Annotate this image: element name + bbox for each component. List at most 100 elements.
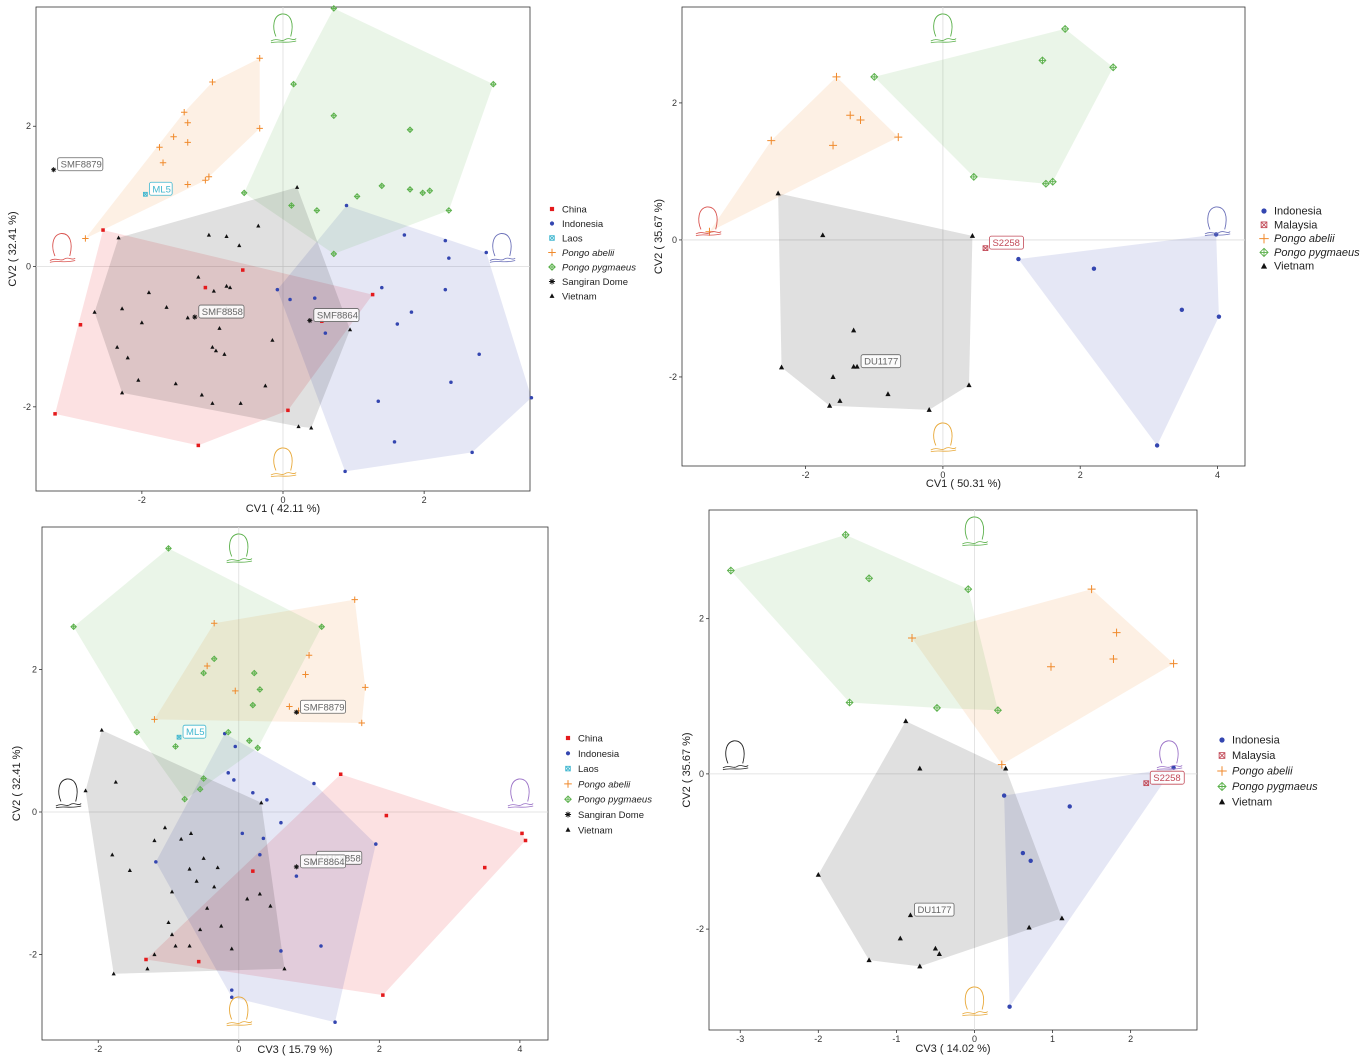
panel-bottom-right: S2258 DU1177 -3 -2 -1 0 1 2 -2 0 2 CV3 ( 14.02 %) CV…	[681, 509, 1318, 1055]
point-vietnam	[926, 407, 932, 412]
point-indonesia	[258, 852, 262, 857]
point-vietnam	[173, 943, 178, 948]
legend-marker	[1217, 766, 1227, 776]
point-vietnam	[179, 836, 184, 841]
legend-marker	[548, 248, 556, 257]
legend-label: Malaysia	[1274, 219, 1318, 231]
point-vietnam	[1026, 924, 1032, 930]
point-pongo-pygmaeus	[406, 186, 414, 193]
point-laos	[143, 191, 148, 197]
specimen-label: S2258	[989, 235, 1024, 250]
point-vietnam	[152, 952, 157, 957]
point-vietnam	[125, 355, 130, 360]
legend-label: Pongo pygmaeus	[578, 795, 652, 806]
hull-pongo-abelii	[85, 58, 260, 239]
legend-marker	[549, 293, 555, 298]
svg-text:SMF8879: SMF8879	[303, 702, 344, 713]
legend-item: Vietnam	[565, 825, 613, 836]
svg-text:S2258: S2258	[992, 238, 1019, 249]
point-vietnam	[194, 878, 199, 883]
point-pongo-abelii	[997, 760, 1006, 769]
hull-indonesia	[155, 733, 376, 1023]
point-indonesia	[323, 331, 328, 335]
svg-text:SMF8879: SMF8879	[61, 160, 102, 171]
point-vietnam	[866, 957, 872, 963]
panel-top-right: S2258 DU1177 -2 0 2 4 -2 0 2 CV1 ( 50.31 %) CV2 ( …	[653, 6, 1360, 490]
point-vietnam	[851, 327, 857, 333]
svg-text:ML5: ML5	[186, 727, 204, 738]
outline-left-icon	[722, 740, 749, 771]
point-vietnam	[169, 889, 175, 894]
point-indonesia	[1007, 1004, 1012, 1009]
legend-item: Malaysia	[1218, 750, 1276, 762]
y-axis-title: CV2 ( 35.67 %)	[681, 732, 693, 807]
point-indonesia	[275, 287, 280, 292]
point-vietnam	[259, 800, 264, 805]
legend-label: Laos	[562, 234, 583, 245]
point-china	[101, 228, 105, 232]
point-pongo-pygmaeus	[250, 669, 258, 677]
point-pongo-pygmaeus	[726, 566, 735, 575]
legend-item: Pongo pygmaeus	[564, 795, 652, 806]
point-vietnam	[201, 856, 206, 860]
x-axis-title: CV3 ( 15.79 %)	[257, 1044, 332, 1056]
point-laos	[176, 734, 182, 740]
legend-label: China	[562, 205, 588, 216]
legend-marker	[549, 235, 555, 241]
point-vietnam	[206, 232, 211, 237]
y-tick-label: 2	[26, 121, 31, 131]
point-vietnam	[851, 363, 857, 369]
point-vietnam	[270, 337, 275, 342]
point-pongo-abelii	[209, 78, 216, 86]
point-malaysia	[1143, 780, 1150, 787]
x-tick-label: 2	[377, 1044, 382, 1054]
legend-label: Pongo abelii	[1274, 233, 1335, 245]
point-pongo-abelii	[202, 177, 209, 184]
legend-item: Vietnam	[1218, 797, 1272, 809]
point-pongo-abelii	[908, 634, 917, 643]
x-axis-title: CV1 ( 50.31 %)	[926, 478, 1001, 490]
point-pongo-pygmaeus	[865, 574, 874, 583]
point-pongo-abelii	[832, 72, 841, 81]
point-indonesia	[374, 842, 378, 846]
point-vietnam	[115, 344, 120, 349]
point-indonesia	[1091, 266, 1097, 271]
x-tick-label: -2	[814, 1034, 822, 1044]
outline-left-icon	[695, 206, 722, 237]
outline-top-icon	[226, 533, 253, 564]
legend-marker	[1218, 752, 1226, 759]
legend-label: Vietnam	[1232, 797, 1272, 809]
point-indonesia	[380, 285, 384, 290]
x-tick-label: 4	[1215, 470, 1220, 480]
legend-marker	[548, 278, 556, 285]
x-tick-label: -3	[736, 1034, 744, 1044]
point-china	[144, 957, 148, 962]
legend-label: Pongo abelii	[562, 248, 615, 259]
x-tick-label: 2	[1128, 1034, 1133, 1044]
legend-label: Sangiran Dome	[562, 277, 628, 288]
specimen-label: ML5	[182, 724, 207, 739]
point-pongo-abelii	[181, 109, 188, 116]
point-vietnam	[83, 788, 88, 793]
point-sangiran-dome	[192, 314, 198, 320]
plot-frame	[681, 6, 1246, 467]
point-vietnam	[217, 326, 222, 330]
point-pongo-abelii	[82, 235, 89, 242]
point-indonesia	[529, 395, 534, 400]
legend-label: Pongo abelii	[578, 779, 631, 790]
point-vietnam	[936, 951, 942, 956]
point-vietnam	[837, 398, 843, 403]
point-vietnam	[92, 309, 97, 314]
legend-item: Pongo pygmaeus	[1259, 247, 1360, 259]
svg-text:ML5: ML5	[152, 184, 170, 195]
legend-marker	[1219, 737, 1225, 743]
point-vietnam	[116, 235, 121, 240]
point-indonesia	[376, 399, 381, 403]
legend-item: Laos	[565, 764, 599, 775]
point-vietnam	[222, 351, 227, 356]
x-tick-label: 1	[1050, 1034, 1055, 1044]
point-pongo-abelii	[151, 716, 158, 723]
point-china	[370, 292, 375, 297]
